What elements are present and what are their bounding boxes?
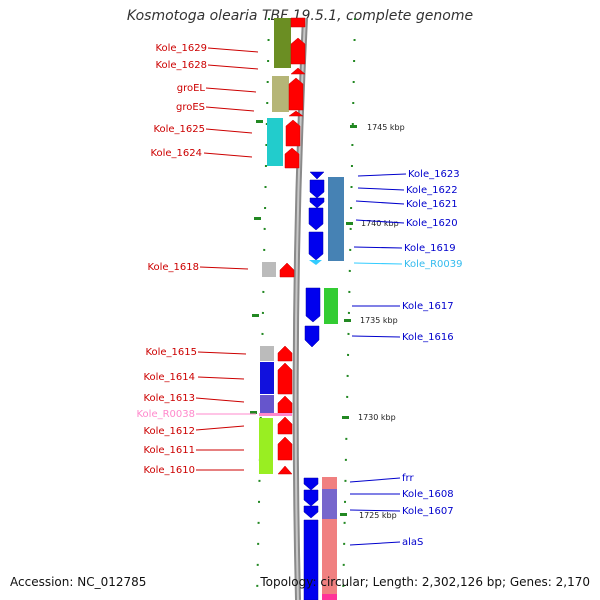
- gene-label-left[interactable]: Kole_1624: [150, 148, 202, 159]
- gene-label-left[interactable]: Kole_1628: [155, 60, 207, 71]
- gene-label-left[interactable]: Kole_1615: [145, 347, 197, 358]
- right-cog-blocks: [322, 177, 344, 600]
- gene-label-right[interactable]: Kole_1616: [402, 332, 454, 343]
- scale-label: 1725 kbp: [359, 511, 397, 520]
- topology-text: Topology: circular; Length: 2,302,126 bp…: [260, 575, 590, 589]
- reverse-cds-arrows: [303, 171, 325, 600]
- gene-label-left[interactable]: Kole_1611: [143, 445, 195, 456]
- accession-text: Accession: NC_012785: [10, 575, 147, 589]
- gene-label-right[interactable]: Kole_1623: [408, 169, 460, 180]
- gene-label-right[interactable]: Kole_1622: [406, 185, 458, 196]
- scale-ticks: [250, 120, 357, 516]
- map-title: Kosmotoga olearia TBF 19.5.1, complete g…: [126, 8, 474, 24]
- gene-label-left[interactable]: Kole_1614: [143, 372, 195, 383]
- scale-label: 1735 kbp: [360, 316, 398, 325]
- gene-label-right[interactable]: Kole_1619: [404, 243, 456, 254]
- gene-label-left[interactable]: Kole_1613: [143, 393, 195, 404]
- right-leader-lines: [349, 173, 407, 546]
- left-leader-lines: [195, 47, 259, 471]
- gene-label-right[interactable]: Kole_1617: [402, 301, 454, 312]
- tick-track-right: [342, 17, 356, 600]
- gene-label-left[interactable]: Kole_1610: [143, 465, 195, 476]
- gene-label-left[interactable]: Kole_1629: [155, 43, 207, 54]
- gene-label-left[interactable]: Kole_R0038: [136, 409, 195, 420]
- rna-marker-r0039: [309, 260, 322, 265]
- scale-label: 1740 kbp: [361, 219, 399, 228]
- gene-label-left[interactable]: groEL: [177, 83, 206, 94]
- gene-label-left[interactable]: Kole_1625: [153, 124, 205, 135]
- forward-cds-arrows: [277, 17, 306, 475]
- rna-marker-r0038: [259, 413, 292, 416]
- gene-label-left[interactable]: groES: [176, 102, 205, 113]
- gene-label-right[interactable]: Kole_1607: [402, 506, 454, 517]
- scale-label: 1745 kbp: [367, 123, 405, 132]
- gene-label-right[interactable]: Kole_1608: [402, 489, 454, 500]
- gene-label-right[interactable]: alaS: [402, 537, 423, 548]
- gene-label-right[interactable]: Kole_R0039: [404, 259, 463, 270]
- gene-label-right[interactable]: Kole_1621: [406, 199, 458, 210]
- left-cog-blocks: [259, 18, 291, 474]
- gene-label-right[interactable]: Kole_1620: [406, 218, 458, 229]
- tick-track-left: [256, 17, 270, 600]
- scale-label: 1730 kbp: [358, 413, 396, 422]
- gene-label-right[interactable]: frr: [402, 473, 414, 484]
- gene-label-left[interactable]: Kole_1612: [143, 426, 195, 437]
- gene-label-left[interactable]: Kole_1618: [147, 262, 199, 273]
